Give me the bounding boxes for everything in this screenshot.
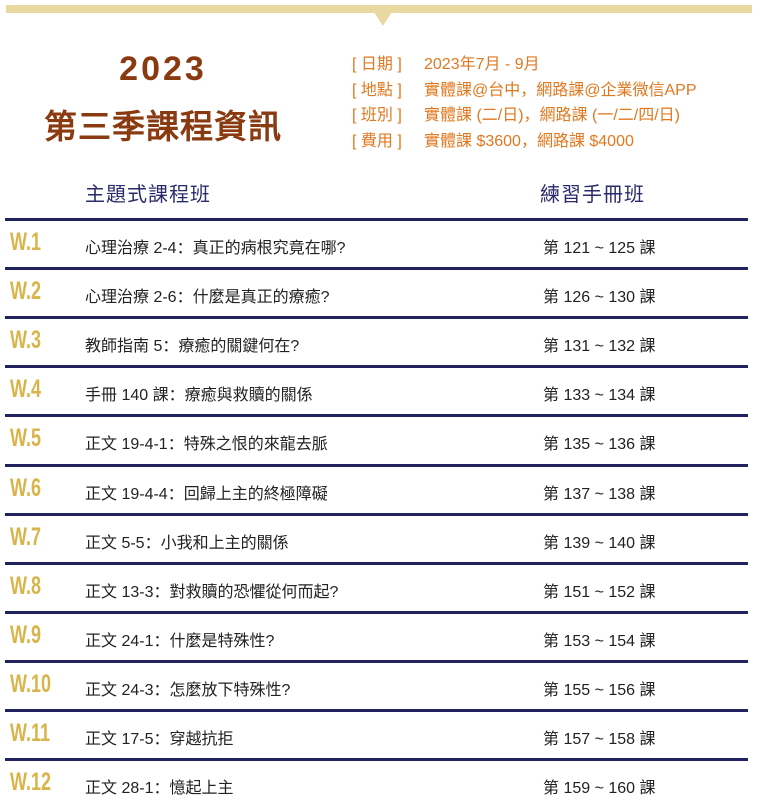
lessons: 第 133 ~ 134 課 [543, 387, 656, 405]
lessons: 第 131 ~ 132 課 [543, 338, 656, 356]
week-label: W.9 [10, 620, 42, 649]
lessons: 第 157 ~ 158 課 [543, 731, 656, 748]
row-rule [5, 365, 748, 369]
info-line: [ 班別 ] 實體課 (二/日)，網路課 (一/二/四/日) [352, 101, 680, 125]
topic: 正文 24-1：什麼是特殊性? [85, 632, 275, 650]
lessons: 第 153 ~ 154 課 [543, 632, 656, 650]
info-label: [ 費用 ] [352, 132, 402, 150]
topic: 正文 28-1：憶起上主 [85, 780, 234, 798]
top-bar [6, 5, 752, 13]
info-line: [ 費用 ] 實體課 $3600，網路課 $4000 [352, 127, 634, 151]
info-label: [ 日期 ] [352, 56, 402, 73]
lessons: 第 135 ~ 136 課 [543, 436, 656, 454]
row-rule [5, 512, 748, 516]
topic: 正文 19-4-1：特殊之恨的來龍去脈 [85, 436, 328, 454]
topic: 教師指南 5：療癒的關鍵何在? [85, 338, 300, 356]
week-label: W.1 [10, 228, 42, 256]
row-rule [5, 267, 748, 271]
lessons: 第 126 ~ 130 課 [543, 289, 656, 307]
info-value: 實體課 (二/日)，網路課 (一/二/四/日) [424, 107, 680, 124]
row-rule [5, 709, 748, 712]
year: 2023 [119, 50, 207, 88]
topic: 正文 19-4-4：回歸上主的終極障礙 [85, 485, 328, 503]
row-rule [5, 561, 748, 565]
row-rule [5, 463, 748, 467]
row-rule [5, 610, 748, 614]
week-label: W.12 [10, 768, 52, 797]
topic: 正文 24-3：怎麼放下特殊性? [85, 681, 291, 699]
info-value: 2023年7月 - 9月 [424, 56, 540, 73]
week-label: W.5 [10, 424, 42, 453]
row-rule [5, 414, 748, 418]
lessons: 第 139 ~ 140 課 [543, 534, 656, 552]
info-value: 實體課 $3600，網路課 $4000 [424, 132, 634, 150]
info-line: [ 日期 ] 2023年7月 - 9月 [352, 50, 540, 74]
column-header: 主題式課程班 [85, 184, 211, 206]
row-rule [5, 758, 748, 762]
week-label: W.3 [10, 326, 42, 355]
week-label: W.7 [10, 522, 42, 551]
title: 第三季課程資訊 [44, 108, 282, 145]
column-header: 練習手冊班 [540, 184, 645, 206]
row-rule [5, 659, 748, 663]
lessons: 第 137 ~ 138 課 [543, 485, 656, 503]
week-label: W.4 [10, 375, 42, 404]
info-value: 實體課@台中，網路課@企業微信APP [424, 81, 697, 99]
info-label: [ 班別 ] [352, 107, 402, 124]
week-label: W.2 [10, 277, 42, 306]
topic: 正文 17-5：穿越抗拒 [85, 731, 234, 748]
week-label: W.11 [10, 719, 51, 747]
row-rule [5, 218, 748, 221]
week-label: W.6 [10, 473, 42, 502]
info-label: [ 地點 ] [352, 81, 402, 99]
topic: 正文 5-5：小我和上主的關係 [85, 534, 289, 552]
week-label: W.8 [10, 571, 42, 600]
topic: 心理治療 2-6：什麼是真正的療癒? [85, 289, 330, 307]
topic: 手冊 140 課：療癒與救贖的關係 [85, 387, 313, 405]
lessons: 第 151 ~ 152 課 [543, 583, 656, 601]
topic: 心理治療 2-4：真正的病根究竟在哪? [85, 240, 346, 257]
lessons: 第 159 ~ 160 課 [543, 780, 656, 798]
row-rule [5, 316, 748, 320]
top-notch [374, 12, 392, 26]
topic: 正文 13-3：對救贖的恐懼從何而起? [85, 583, 339, 601]
info-line: [ 地點 ] 實體課@台中，網路課@企業微信APP [352, 76, 697, 100]
week-label: W.10 [10, 669, 52, 698]
lessons: 第 155 ~ 156 課 [543, 681, 656, 699]
lessons: 第 121 ~ 125 課 [543, 240, 656, 257]
